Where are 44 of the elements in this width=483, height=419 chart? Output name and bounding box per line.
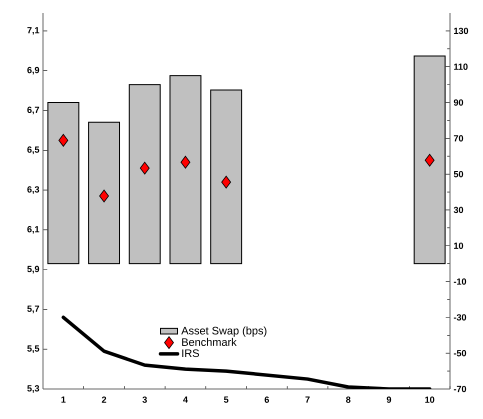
x-tick-label: 5 bbox=[224, 396, 228, 403]
y2-tick-label: 50 bbox=[454, 170, 464, 178]
x-tick-label: 2 bbox=[102, 396, 106, 403]
y-tick-label: 6,3 bbox=[27, 186, 40, 194]
y-tick-label: 5,3 bbox=[27, 385, 40, 393]
y2-tick-label: 70 bbox=[454, 135, 464, 142]
point bbox=[99, 190, 109, 202]
bar bbox=[169, 75, 202, 264]
bar bbox=[210, 89, 242, 264]
bar bbox=[88, 122, 120, 264]
point bbox=[424, 154, 435, 167]
x-tick-label: 9 bbox=[386, 396, 392, 403]
point bbox=[180, 156, 190, 169]
y-tick-label: 7,1 bbox=[27, 27, 40, 35]
legend-label: Benchmark bbox=[182, 338, 237, 346]
y-tick-label: 5,9 bbox=[27, 266, 40, 274]
y-tick-label: 6,9 bbox=[27, 66, 40, 75]
y-tick-label: 6,5 bbox=[27, 146, 40, 154]
y2-tick-label: -30 bbox=[454, 314, 466, 321]
x-tick-label: 4 bbox=[183, 396, 188, 403]
legend-label: IRS bbox=[182, 349, 200, 358]
x-tick-label: 10 bbox=[425, 396, 434, 403]
y2-tick-label: 90 bbox=[454, 99, 464, 106]
y2-tick-label: 10 bbox=[454, 242, 464, 249]
point bbox=[58, 134, 68, 147]
bar bbox=[128, 84, 161, 264]
point bbox=[140, 162, 150, 175]
y-tick-label: 6,7 bbox=[27, 106, 40, 114]
x-tick-label: 6 bbox=[264, 396, 270, 403]
y-tick-label: 6,1 bbox=[27, 226, 40, 234]
y2-tick-label: -10 bbox=[454, 278, 466, 285]
y2-tick-label: 130 bbox=[454, 28, 468, 34]
y2-tick-label: 30 bbox=[454, 206, 464, 214]
y2-tick-label: -50 bbox=[454, 350, 466, 356]
x-tick-label: 7 bbox=[305, 396, 310, 403]
y2-tick-label: 110 bbox=[454, 64, 468, 70]
x-tick-label: 3 bbox=[142, 396, 147, 403]
y-tick-label: 5,7 bbox=[27, 306, 40, 314]
legend-label: Asset Swap (bps) bbox=[181, 326, 266, 337]
x-tick-label: 1 bbox=[61, 396, 66, 403]
point bbox=[221, 176, 232, 188]
y2-tick-label: -70 bbox=[454, 386, 466, 392]
y-tick-label: 5,5 bbox=[27, 345, 40, 353]
x-tick-label: 8 bbox=[346, 396, 350, 403]
